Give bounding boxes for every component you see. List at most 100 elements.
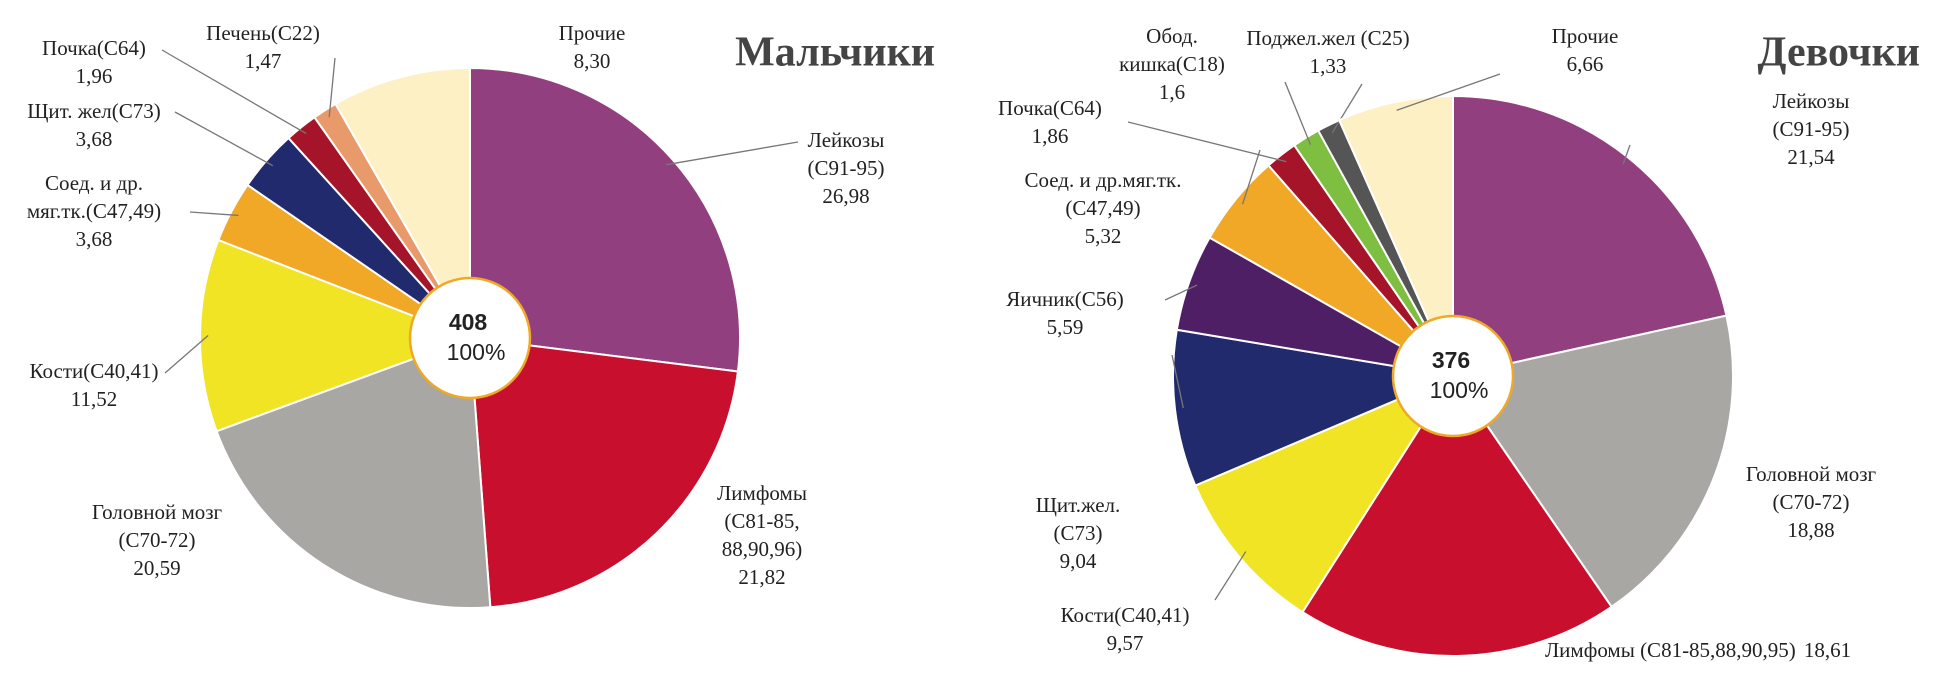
value-label: 11,52: [71, 387, 117, 411]
value-label: 3,68: [76, 127, 113, 151]
label-line: Лимфомы: [717, 481, 807, 505]
label-line: (C70-72): [119, 528, 196, 552]
leader-line: [1622, 144, 1631, 165]
center-share: 100%: [1430, 377, 1489, 403]
slice-label: Обод. кишка(C18) 1,6: [1119, 24, 1225, 104]
leader-line: [666, 141, 799, 166]
label-line: (C73): [1054, 521, 1103, 545]
pie-chart: Лейкозы (C91-95) 26,98 Лимфомы (C81-85, 88,90…: [27, 21, 935, 609]
pie-slice: [334, 66, 471, 342]
label-line: Поджел.жел (C25): [1246, 26, 1409, 50]
value-label: 6,66: [1567, 52, 1604, 76]
value-label: 21,54: [1787, 145, 1835, 169]
label-line: (C70-72): [1773, 490, 1850, 514]
label-line: (C47,49): [1065, 196, 1140, 220]
leader-line: [1214, 551, 1247, 601]
pie-slice: [1172, 328, 1457, 487]
label-line: Печень(C22): [206, 21, 320, 45]
label-line: Щит. жел(C73): [27, 99, 161, 123]
leader-line: [174, 111, 274, 167]
label-line: 88,90,96): [722, 537, 803, 561]
label-line: (C81-85,: [724, 509, 799, 533]
slice-label: Кости(C40,41) 11,52: [30, 359, 159, 411]
value-label: 9,57: [1107, 631, 1144, 655]
slice-label: Печень(C22) 1,47: [206, 21, 320, 73]
value-label: 1,47: [245, 49, 282, 73]
slice-label: Головной мозг (C70-72) 18,88: [1746, 462, 1877, 542]
value-label: 1,86: [1032, 124, 1069, 148]
label-line: Кости(C40,41): [30, 359, 159, 383]
label-line: Щит.жел.: [1036, 493, 1121, 517]
label-line: Яичник(C56): [1006, 287, 1123, 311]
pie-slice: [215, 336, 492, 609]
label-line: Обод.: [1146, 24, 1198, 48]
value-label: 8,30: [574, 49, 611, 73]
slice-label: Лейкозы (C91-95) 21,54: [1773, 89, 1850, 169]
label-line: Почка(C64): [42, 36, 146, 60]
value-label: 9,04: [1060, 549, 1097, 573]
slice-label: Соед. и др.мяг.тк. (C47,49) 5,32: [1025, 168, 1182, 248]
slice-label: Лейкозы (C91-95) 26,98: [808, 128, 885, 208]
label-line: Лейкозы: [1773, 89, 1850, 113]
label-line: (C91-95): [1773, 117, 1850, 141]
label-line: Головной мозг: [92, 500, 223, 524]
slice-label: Прочие 6,66: [1552, 24, 1619, 76]
label-line: Соед. и др.: [45, 171, 143, 195]
value-label: 1,96: [76, 64, 113, 88]
leader-line: [1396, 73, 1501, 111]
leader-line: [1331, 83, 1363, 133]
leader-line: [189, 211, 239, 217]
leader-line: [1127, 121, 1287, 163]
slice-label: Прочие 8,30: [559, 21, 626, 73]
slice-label: Лимфомы (C81-85,88,90,95) 18,61: [1545, 638, 1851, 662]
leader-line: [1241, 149, 1261, 205]
slice-label: Щит. жел(C73) 3,68: [27, 99, 161, 151]
value-label: 21,82: [738, 565, 785, 589]
leader-line: [164, 335, 209, 374]
leader-line: [1171, 354, 1184, 409]
label-line: мяг.тк.(C47,49): [27, 199, 161, 223]
label-line: Почка(C64): [998, 96, 1102, 120]
pie-chart: Лейкозы (C91-95) 21,54 Головной мозг (C70-72…: [998, 24, 1920, 662]
value-label: 3,68: [76, 227, 113, 251]
pie-slice: [1451, 314, 1734, 609]
value-label: 5,59: [1047, 315, 1084, 339]
label-line: кишка(C18): [1119, 52, 1225, 76]
center-circle: [1391, 314, 1515, 438]
value-label: 1,33: [1310, 54, 1347, 78]
chart-title: Мальчики: [735, 30, 935, 76]
pie-slice: [468, 336, 740, 609]
label-line: Кости(C40,41): [1061, 603, 1190, 627]
slice-label: Кости(C40,41) 9,57: [1061, 603, 1190, 655]
value-label: 18,61: [1804, 638, 1851, 662]
value-label: 1,6: [1159, 80, 1185, 104]
slice-label: Лимфомы (C81-85, 88,90,96) 21,82: [717, 481, 807, 589]
label-line: Прочие: [559, 21, 626, 45]
leader-line: [1164, 284, 1198, 301]
value-label: 26,98: [822, 184, 869, 208]
leader-line: [161, 49, 307, 135]
slice-label: Головной мозг (C70-72) 20,59: [92, 500, 223, 580]
slice-label: Щит.жел. (C73) 9,04: [1036, 493, 1121, 573]
pie-slice: [1337, 94, 1454, 377]
slice-label: Поджел.жел (C25) 1,33: [1246, 26, 1409, 78]
label-line: Соед. и др.мяг.тк.: [1025, 168, 1182, 192]
center-total: 408: [449, 309, 488, 335]
label-line: Прочие: [1552, 24, 1619, 48]
label-line: (C91-95): [808, 156, 885, 180]
value-label: 5,32: [1085, 224, 1122, 248]
leader-line: [328, 57, 336, 118]
pie-slice: [1301, 374, 1613, 657]
leader-line: [1284, 81, 1312, 146]
slice-label: Почка(C64) 1,86: [998, 96, 1102, 148]
slice-label: Соед. и др. мяг.тк.(C47,49) 3,68: [27, 171, 161, 251]
value-label: 20,59: [133, 556, 180, 580]
pie-slice: [1194, 373, 1456, 614]
label-line: Головной мозг: [1746, 462, 1877, 486]
label-line: Лимфомы (C81-85,88,90,95): [1545, 638, 1796, 662]
pie-slice: [1452, 94, 1728, 378]
center-share: 100%: [447, 339, 506, 365]
pie-slice: [469, 66, 741, 373]
value-label: 18,88: [1787, 518, 1834, 542]
